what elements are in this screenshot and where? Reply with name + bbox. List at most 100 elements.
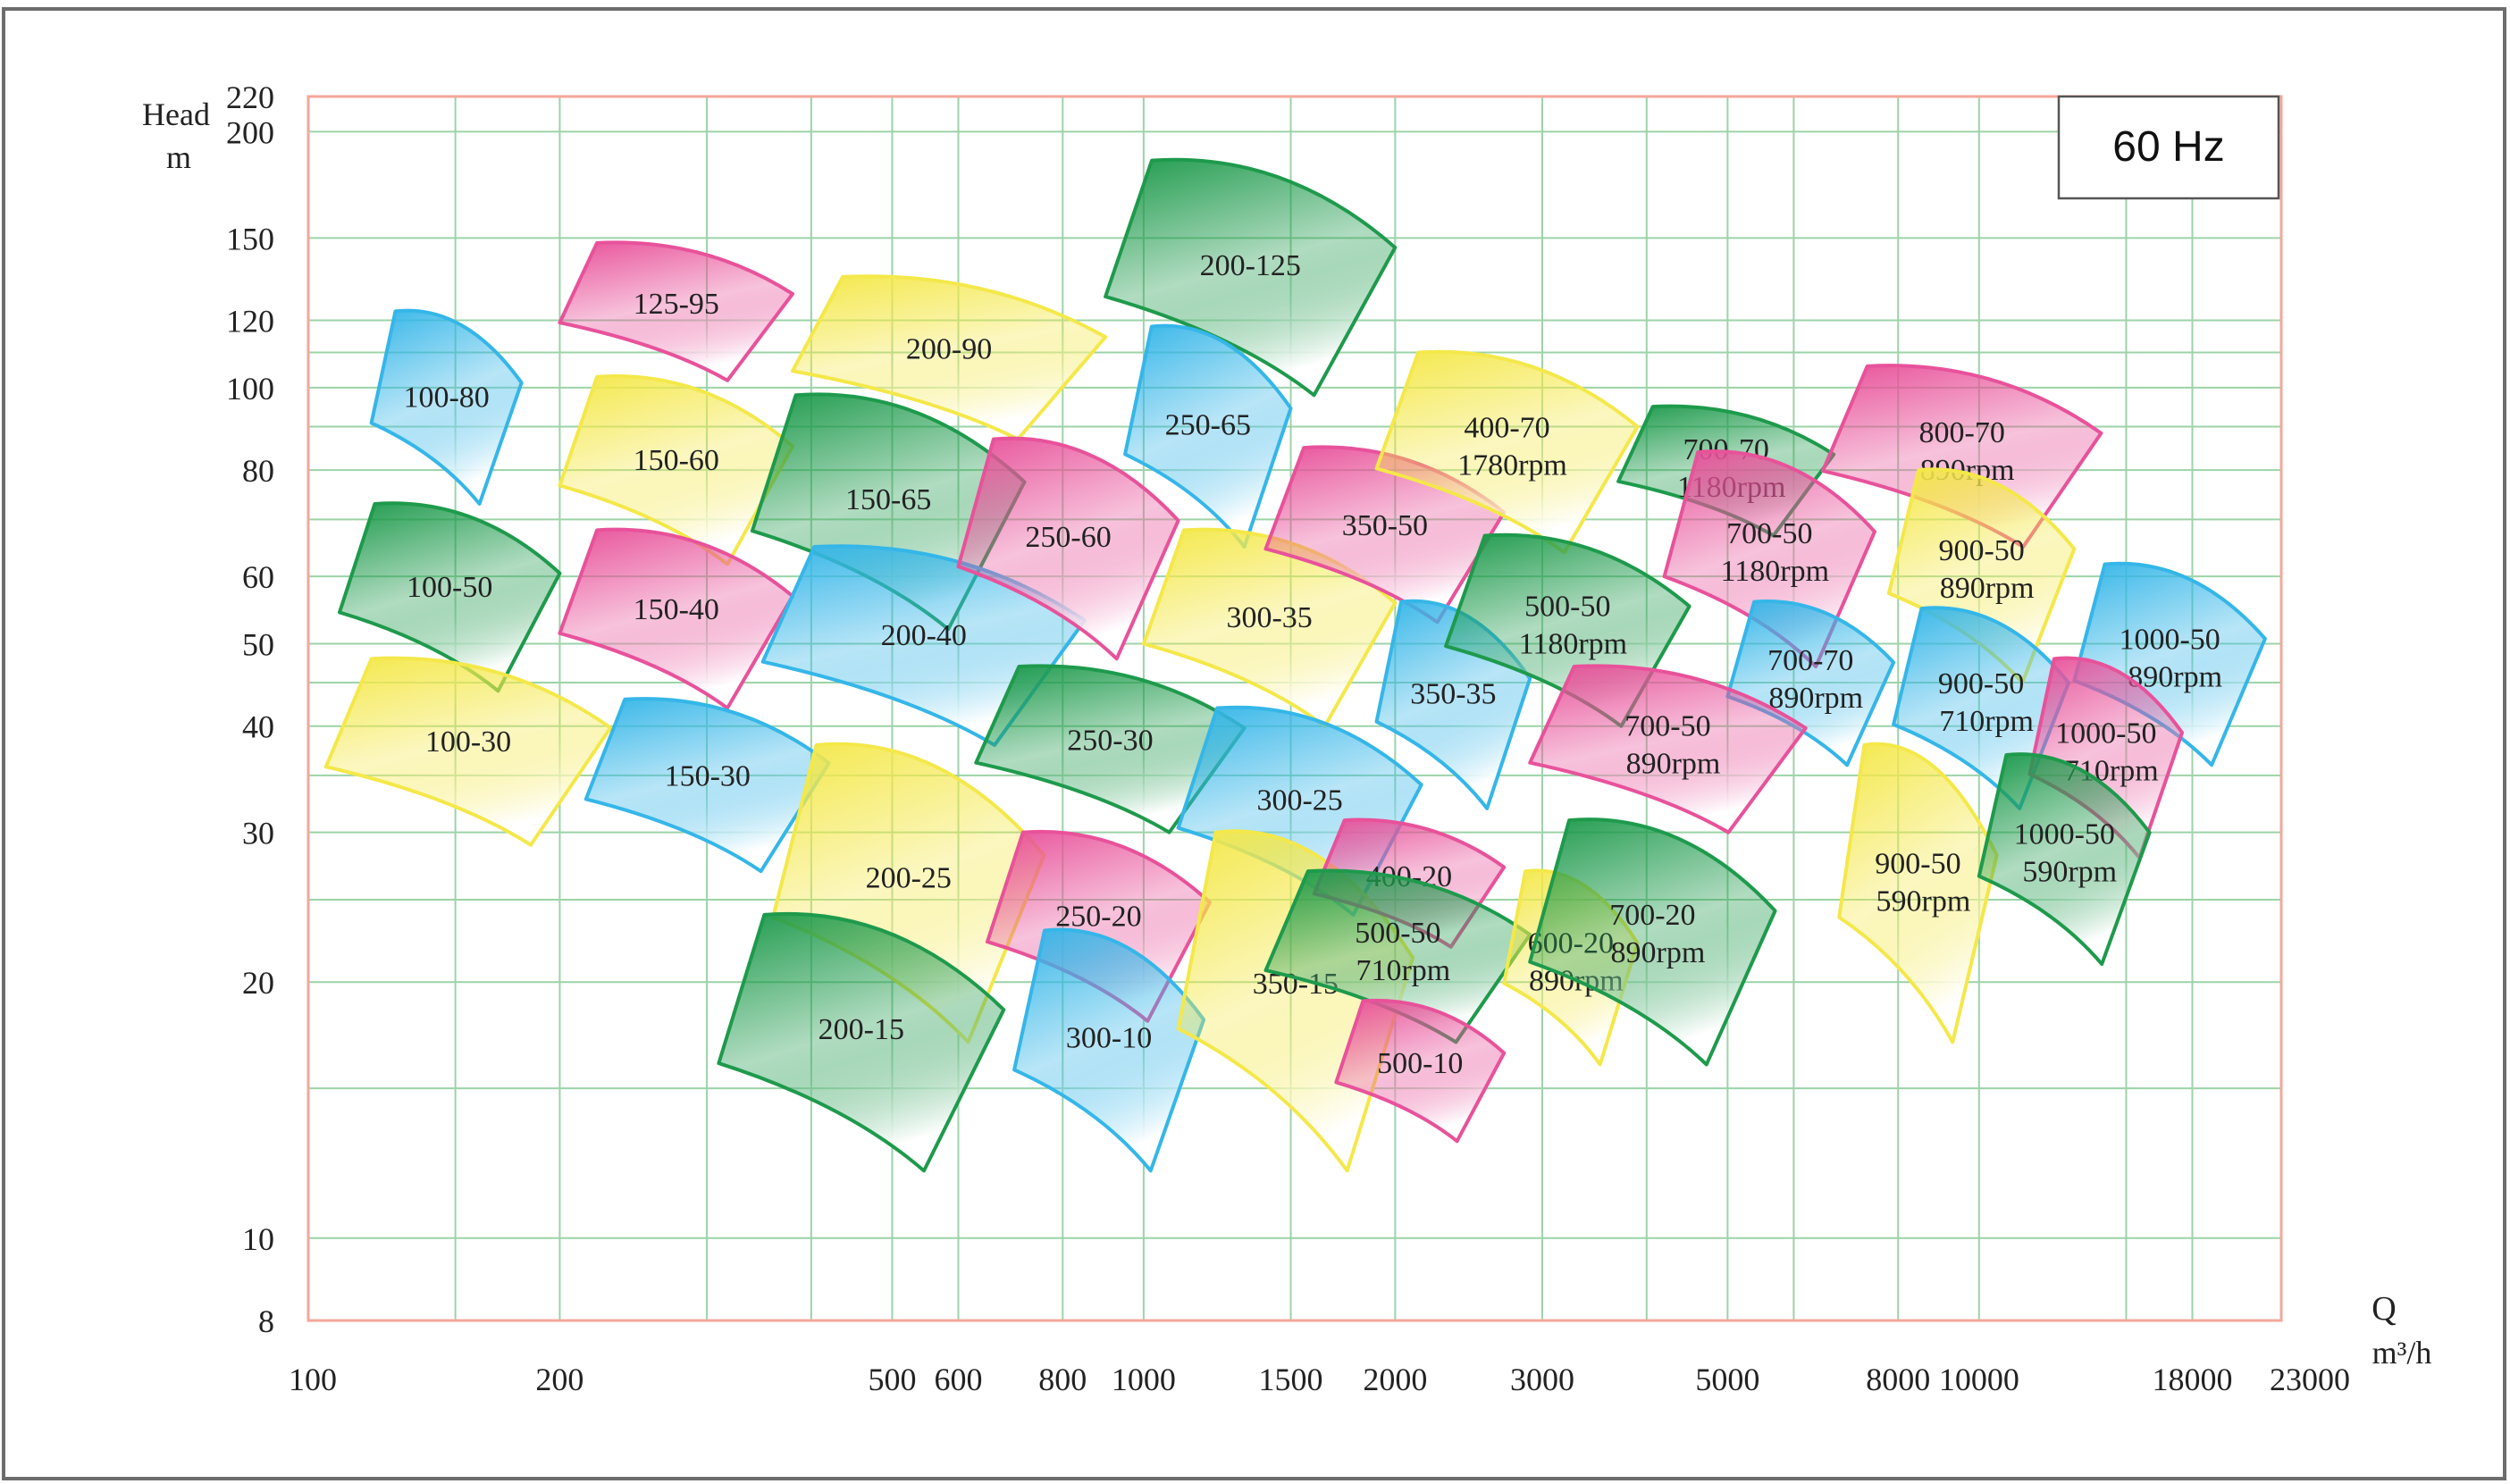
y-tick-label: 80 xyxy=(242,453,274,489)
pump-region-label: 900-50 xyxy=(1938,667,2024,700)
pump-region-label: 100-30 xyxy=(425,725,511,759)
pump-region-200-90: 200-90 xyxy=(791,274,1108,441)
x-tick-label: 23000 xyxy=(2270,1362,2350,1397)
pump-region-rpm: 710rpm xyxy=(1356,954,1450,987)
pump-region-200-15: 200-15 xyxy=(717,911,1006,1173)
pump-region-700-20: 700-20 890rpm xyxy=(1528,817,1777,1067)
pump-region-label: 1000-50 xyxy=(2014,817,2115,851)
pump-region-shape xyxy=(1528,664,1808,834)
pump-region-label: 300-10 xyxy=(1066,1021,1152,1054)
pump-region-400-70: 400-70 1780rpm xyxy=(1374,349,1640,555)
pump-region-300-10: 300-10 xyxy=(1012,927,1206,1173)
pump-region-shape xyxy=(337,501,562,693)
pump-region-label: 250-60 xyxy=(1025,521,1111,554)
frequency-badge-label: 60 Hz xyxy=(2112,123,2224,171)
x-tick-label: 3000 xyxy=(1510,1362,1574,1397)
pump-region-label: 700-50 xyxy=(1624,710,1710,743)
pump-region-label: 250-65 xyxy=(1165,408,1251,441)
pump-region-label: 300-35 xyxy=(1226,601,1312,634)
pump-region-label: 700-20 xyxy=(1609,899,1695,932)
pump-region-rpm: 890rpm xyxy=(1611,936,1706,969)
pump-region-shape xyxy=(1104,157,1398,398)
y-axis-unit: m xyxy=(166,139,191,175)
pump-region-rpm: 710rpm xyxy=(1939,705,2034,738)
pump-region-label: 700-70 xyxy=(1767,644,1853,677)
y-tick-label: 8 xyxy=(258,1304,274,1339)
pump-region-rpm: 890rpm xyxy=(1626,748,1721,781)
pump-region-label: 200-40 xyxy=(881,619,967,652)
pump-region-shape xyxy=(558,240,795,382)
x-tick-label: 1500 xyxy=(1259,1362,1323,1397)
pump-region-500-50: 500-50 710rpm xyxy=(1263,868,1532,1044)
x-tick-label: 8000 xyxy=(1866,1362,1930,1397)
pump-region-shape xyxy=(1837,742,1999,1044)
y-tick-label: 200 xyxy=(226,114,274,150)
y-tick-label: 220 xyxy=(226,80,274,115)
y-tick-label: 30 xyxy=(242,816,274,851)
pump-region-label: 900-50 xyxy=(1938,534,2024,567)
pump-region-shape xyxy=(1141,527,1398,728)
pump-region-label: 350-50 xyxy=(1342,509,1428,542)
frequency-badge: 60 Hz xyxy=(2057,95,2280,200)
pump-region-label: 125-95 xyxy=(634,288,719,321)
x-tick-label: 10000 xyxy=(1939,1362,2019,1397)
pump-region-100-50: 100-50 xyxy=(337,501,562,693)
pump-region-label: 100-80 xyxy=(403,381,489,414)
x-tick-label: 800 xyxy=(1038,1362,1087,1397)
pump-region-shape xyxy=(1334,998,1507,1144)
pump-region-shape xyxy=(1012,927,1206,1173)
pump-region-200-125: 200-125 xyxy=(1104,157,1398,398)
pump-region-shape xyxy=(1263,868,1532,1044)
x-tick-label: 500 xyxy=(868,1362,916,1397)
pump-region-700-50: 700-50 890rpm xyxy=(1528,664,1808,834)
pump-region-rpm: 1180rpm xyxy=(1519,627,1628,660)
pump-region-shape xyxy=(369,308,524,507)
pump-region-shape xyxy=(1374,349,1640,555)
pump-region-300-35: 300-35 xyxy=(1141,527,1398,728)
x-tick-label: 5000 xyxy=(1695,1362,1759,1397)
pump-region-shape xyxy=(1820,364,2103,549)
pump-region-label: 200-90 xyxy=(906,333,992,366)
pump-region-label: 200-25 xyxy=(866,862,952,895)
pump-region-rpm: 890rpm xyxy=(1940,572,2035,605)
pump-region-label: 100-50 xyxy=(407,571,492,604)
x-axis-unit: m³/h xyxy=(2372,1335,2432,1371)
y-tick-label: 100 xyxy=(226,371,274,407)
x-tick-label: 100 xyxy=(289,1362,337,1397)
pump-region-100-80: 100-80 xyxy=(369,308,524,507)
pump-region-125-95: 125-95 xyxy=(558,240,795,382)
pump-region-shape xyxy=(1977,752,2152,967)
pump-region-250-60: 250-60 xyxy=(956,436,1180,661)
pump-region-rpm: 1180rpm xyxy=(1721,555,1830,588)
x-tick-label: 600 xyxy=(935,1362,983,1397)
x-tick-label: 1000 xyxy=(1112,1362,1176,1397)
pump-region-shape xyxy=(1528,817,1777,1067)
y-tick-label: 120 xyxy=(226,304,274,340)
pump-region-label: 250-20 xyxy=(1055,901,1141,934)
pump-region-label: 500-50 xyxy=(1524,590,1610,623)
y-tick-label: 20 xyxy=(242,965,274,1001)
pump-region-label: 1000-50 xyxy=(2119,624,2220,657)
pump-region-shape xyxy=(791,274,1108,441)
x-tick-label: 200 xyxy=(535,1362,583,1397)
y-tick-label: 50 xyxy=(242,626,274,662)
pump-region-label: 350-35 xyxy=(1410,678,1496,711)
y-tick-label: 60 xyxy=(242,559,274,595)
pump-region-1000-50: 1000-50 590rpm xyxy=(1977,752,2152,967)
frequency-badge-box xyxy=(2057,95,2280,200)
pump-region-250-65: 250-65 xyxy=(1123,323,1293,549)
x-axis-label: Q xyxy=(2371,1290,2396,1328)
pump-region-label: 700-50 xyxy=(1726,517,1812,550)
y-axis-label: Head xyxy=(142,96,210,132)
x-tick-labels: 100 200 500 600 800 1000 1500 2000 3000 5000 8000 1… xyxy=(289,1362,2350,1397)
pump-region-label: 900-50 xyxy=(1875,848,1960,881)
pump-region-rpm: 1780rpm xyxy=(1457,449,1567,482)
pump-region-label: 250-30 xyxy=(1067,725,1153,758)
y-tick-label: 40 xyxy=(242,709,274,745)
pump-regions: 100-80 125-95 100-50 100-30 150-60 150-40 150-… xyxy=(323,157,2267,1173)
y-tick-label: 10 xyxy=(242,1221,274,1257)
pump-region-label: 500-50 xyxy=(1355,917,1440,950)
